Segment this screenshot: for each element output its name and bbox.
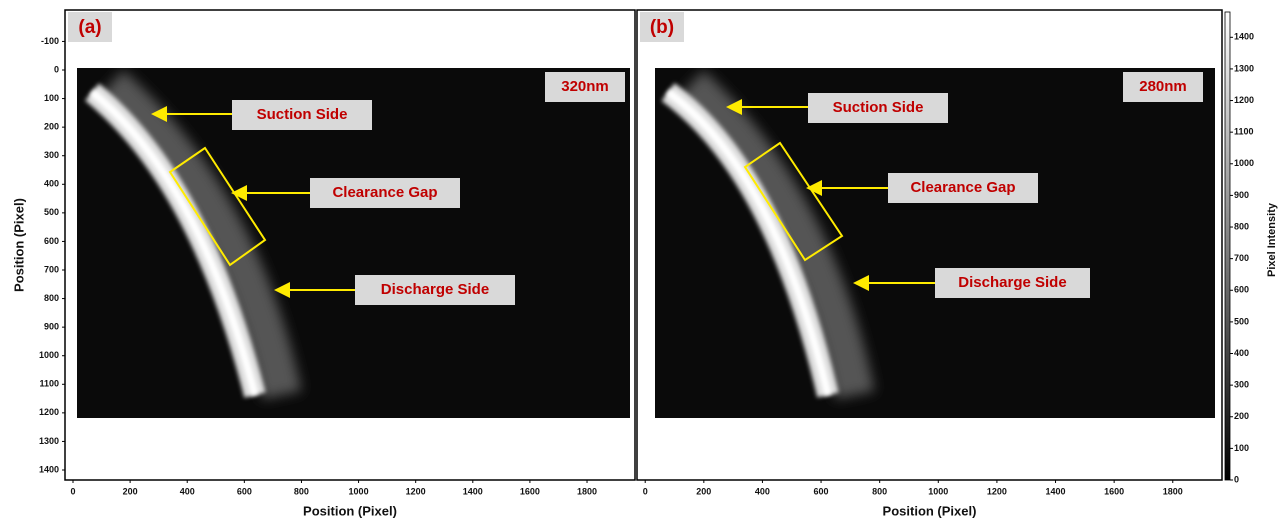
y-tick-label: 800 <box>44 293 59 303</box>
y-tick-label: 900 <box>44 322 59 332</box>
x-tick-label: 0 <box>643 486 648 496</box>
y-tick-label: 100 <box>44 93 59 103</box>
y-tick-label: 300 <box>44 150 59 160</box>
annotation: Suction Side <box>833 99 924 116</box>
x-tick-label: 600 <box>237 486 252 496</box>
colorbar-tick-label: 400 <box>1234 348 1249 358</box>
x-tick-label: 200 <box>123 486 138 496</box>
y-tick-label: 500 <box>44 207 59 217</box>
y-tick-label: 1100 <box>39 379 59 389</box>
y-tick-label: 1400 <box>39 464 59 474</box>
panel-label: (b) <box>650 17 674 38</box>
colorbar-tick-label: 1100 <box>1234 127 1254 137</box>
colorbar-tick-label: 1000 <box>1234 158 1254 168</box>
colorbar-tick-label: 100 <box>1234 443 1249 453</box>
colorbar-tick-label: 800 <box>1234 221 1249 231</box>
annotation: Suction Side <box>257 106 348 123</box>
y-tick-label: 700 <box>44 264 59 274</box>
x-axis-title: Position (Pixel) <box>883 503 977 518</box>
colorbar-tick-label: 900 <box>1234 190 1249 200</box>
annotation: Clearance Gap <box>910 179 1015 196</box>
x-tick-label: 400 <box>180 486 195 496</box>
colorbar-tick-label: 1400 <box>1234 32 1254 42</box>
colorbar-tick-label: 1300 <box>1234 63 1254 73</box>
annotation: Discharge Side <box>381 281 489 298</box>
colorbar-tick-label: 300 <box>1234 380 1249 390</box>
x-tick-label: 800 <box>872 486 887 496</box>
y-tick-label: 1300 <box>39 436 59 446</box>
x-tick-label: 1800 <box>1163 486 1183 496</box>
figure: (a) 320nm Suction Side Clearance Gap Dischar… <box>0 0 1280 521</box>
x-tick-label: 600 <box>814 486 829 496</box>
x-tick-label: 800 <box>294 486 309 496</box>
y-tick-label: 400 <box>44 179 59 189</box>
wavelength: 320nm <box>561 78 609 95</box>
x-tick-label: 1800 <box>577 486 597 496</box>
wavelength: 280nm <box>1139 78 1187 95</box>
x-tick-label: 1000 <box>928 486 948 496</box>
colorbar-title: Pixel Intensity <box>1266 202 1278 277</box>
y-tick-label: 1200 <box>39 407 59 417</box>
x-axis-title: Position (Pixel) <box>303 503 397 518</box>
colorbar-tick-label: 1200 <box>1234 95 1254 105</box>
panel-label: (a) <box>78 17 101 38</box>
y-tick-label: 0 <box>54 64 59 74</box>
annotation: Discharge Side <box>958 274 1066 291</box>
colorbar-tick-label: 600 <box>1234 285 1249 295</box>
y-tick-label: 1000 <box>39 350 59 360</box>
x-tick-label: 1400 <box>463 486 483 496</box>
x-tick-label: 0 <box>70 486 75 496</box>
x-tick-label: 1600 <box>1104 486 1124 496</box>
y-tick-label: -100 <box>41 36 59 46</box>
y-tick-label: 200 <box>44 122 59 132</box>
annotation: Clearance Gap <box>332 184 437 201</box>
x-tick-label: 1000 <box>349 486 369 496</box>
colorbar-tick-label: 700 <box>1234 253 1249 263</box>
y-tick-label: 600 <box>44 236 59 246</box>
x-tick-label: 1600 <box>520 486 540 496</box>
colorbar-tick-label: 500 <box>1234 316 1249 326</box>
x-tick-label: 1400 <box>1046 486 1066 496</box>
x-tick-label: 400 <box>755 486 770 496</box>
x-tick-label: 1200 <box>406 486 426 496</box>
y-axis-title: Position (Pixel) <box>11 198 26 292</box>
x-tick-label: 1200 <box>987 486 1007 496</box>
colorbar-tick-label: 0 <box>1234 474 1239 484</box>
x-tick-label: 200 <box>696 486 711 496</box>
colorbar-tick-label: 200 <box>1234 411 1249 421</box>
colorbar <box>1225 12 1230 480</box>
panels: (a) 320nm Suction Side Clearance Gap Dischar… <box>11 10 1277 518</box>
